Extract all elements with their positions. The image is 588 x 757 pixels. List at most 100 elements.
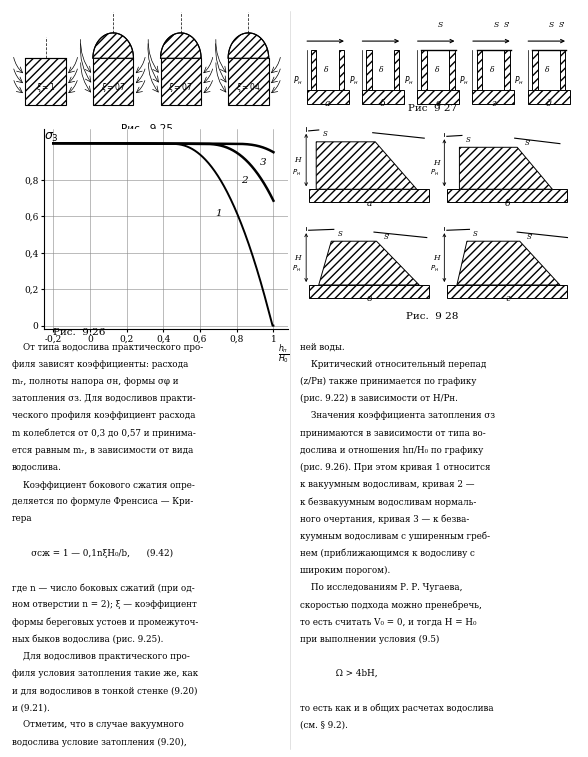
Bar — [306, 90, 349, 104]
Text: ного очертания, кривая 3 — к безва-: ного очертания, кривая 3 — к безва- — [300, 515, 469, 524]
Bar — [93, 58, 133, 104]
Text: Значения коэффициента затопления σз: Значения коэффициента затопления σз — [300, 411, 495, 420]
Text: Ω > 4bH,: Ω > 4bH, — [300, 669, 377, 678]
Text: δ: δ — [545, 66, 550, 74]
Text: (см. § 9.2).: (см. § 9.2). — [300, 721, 348, 730]
Text: mᵣ, полноты напора σн, формы σφ и: mᵣ, полноты напора σн, формы σφ и — [12, 377, 178, 386]
Bar — [362, 90, 404, 104]
Text: δ: δ — [490, 66, 495, 74]
Text: S: S — [338, 229, 342, 238]
Text: $P_н$: $P_н$ — [292, 263, 301, 274]
Text: S': S' — [527, 233, 534, 241]
Text: H: H — [295, 156, 301, 164]
Text: нем (приближающимся к водосливу с: нем (приближающимся к водосливу с — [300, 549, 475, 558]
Bar — [417, 90, 459, 104]
Text: (z/Pн) также принимается по графику: (z/Pн) также принимается по графику — [300, 377, 476, 386]
Text: $P_н$: $P_н$ — [292, 168, 301, 178]
Bar — [339, 50, 344, 90]
Bar — [309, 285, 429, 298]
Text: ном отверстии n = 2); ξ — коэффициент: ном отверстии n = 2); ξ — коэффициент — [12, 600, 196, 609]
Text: $\xi=07$: $\xi=07$ — [101, 80, 126, 94]
Text: филя зависят коэффициенты: расхода: филя зависят коэффициенты: расхода — [12, 360, 188, 369]
Text: ней воды.: ней воды. — [300, 343, 345, 352]
Text: д: д — [546, 99, 552, 108]
Bar — [477, 50, 482, 90]
Bar — [449, 50, 455, 90]
Text: m колеблется от 0,3 до 0,57 и принима-: m колеблется от 0,3 до 0,57 и принима- — [12, 428, 196, 438]
Text: дослива и отношения hп/H₀ по графику: дослива и отношения hп/H₀ по графику — [300, 446, 483, 455]
Text: S: S — [322, 130, 328, 139]
Bar — [527, 90, 570, 104]
Text: при выполнении условия (9.5): при выполнении условия (9.5) — [300, 634, 439, 643]
Text: (рис. 9.22) в зависимости от H/Pн.: (рис. 9.22) в зависимости от H/Pн. — [300, 394, 457, 403]
Text: то есть считать V₀ = 0, и тогда H = H₀: то есть считать V₀ = 0, и тогда H = H₀ — [300, 618, 476, 626]
Text: S: S — [473, 229, 478, 238]
Text: $\xi=1$: $\xi=1$ — [36, 80, 55, 94]
Text: и для водосливов в тонкой стенке (9.20): и для водосливов в тонкой стенке (9.20) — [12, 686, 197, 695]
Text: $\frac{h_п}{H_0}$: $\frac{h_п}{H_0}$ — [278, 342, 289, 366]
Text: ческого профиля коэффициент расхода: ческого профиля коэффициент расхода — [12, 411, 195, 420]
Text: а: а — [366, 198, 372, 207]
Bar — [25, 58, 66, 104]
Text: По исследованиям Р. Р. Чугаева,: По исследованиям Р. Р. Чугаева, — [300, 583, 462, 592]
Bar — [532, 50, 537, 90]
Text: Отметим, что в случае вакуумного: Отметим, что в случае вакуумного — [12, 721, 183, 730]
Bar — [560, 50, 565, 90]
Text: $P_н$: $P_н$ — [459, 74, 469, 86]
Text: H: H — [295, 254, 301, 262]
Text: От типа водослива практического про-: От типа водослива практического про- — [12, 343, 203, 352]
Text: скоростью подхода можно пренебречь,: скоростью подхода можно пренебречь, — [300, 600, 482, 609]
Text: Рис.  9.25: Рис. 9.25 — [121, 124, 173, 134]
Text: ется равным mᵣ, в зависимости от вида: ется равным mᵣ, в зависимости от вида — [12, 446, 193, 455]
Bar — [161, 58, 201, 104]
Text: $P_н$: $P_н$ — [349, 74, 359, 86]
Text: где n — число боковых сжатий (при од-: где n — число боковых сжатий (при од- — [12, 583, 195, 593]
Text: и (9.21).: и (9.21). — [12, 703, 49, 712]
Text: то есть как и в общих расчетах водослива: то есть как и в общих расчетах водослива — [300, 703, 493, 713]
Text: H: H — [433, 159, 439, 167]
Text: S: S — [438, 21, 443, 29]
Text: $P_н$: $P_н$ — [430, 263, 439, 274]
Text: Коэффициент бокового сжатия опре-: Коэффициент бокового сжатия опре- — [12, 480, 195, 490]
Polygon shape — [457, 241, 560, 285]
Text: δ: δ — [379, 66, 384, 74]
Text: Рис  9 27: Рис 9 27 — [407, 104, 457, 114]
Text: широким порогом).: широким порогом). — [300, 566, 390, 575]
Polygon shape — [316, 142, 417, 189]
Bar — [366, 50, 372, 90]
Text: г: г — [491, 99, 496, 108]
Text: принимаются в зависимости от типа во-: принимаются в зависимости от типа во- — [300, 428, 486, 438]
Text: к вакуумным водосливам, кривая 2 —: к вакуумным водосливам, кривая 2 — — [300, 480, 475, 489]
Text: куумным водосливам с уширенным греб-: куумным водосливам с уширенным греб- — [300, 531, 490, 541]
Text: водослива условие затопления (9.20),: водослива условие затопления (9.20), — [12, 737, 186, 746]
Text: 2: 2 — [241, 176, 248, 185]
Text: (рис. 9.26). При этом кривая 1 относится: (рис. 9.26). При этом кривая 1 относится — [300, 463, 490, 472]
Text: δ: δ — [324, 66, 329, 74]
Bar — [311, 50, 316, 90]
Text: Критический относительный перепад: Критический относительный перепад — [300, 360, 486, 369]
Text: S: S — [549, 21, 554, 29]
Text: $P_н$: $P_н$ — [430, 168, 439, 178]
Text: ных быков водослива (рис. 9.25).: ных быков водослива (рис. 9.25). — [12, 634, 163, 644]
Text: S': S' — [559, 21, 566, 29]
Text: а: а — [325, 99, 330, 108]
Text: гера: гера — [12, 515, 32, 523]
Bar — [309, 189, 429, 202]
Text: $P_н$: $P_н$ — [293, 74, 303, 86]
Bar — [228, 58, 269, 104]
Text: S': S' — [384, 233, 390, 241]
Text: г: г — [505, 294, 509, 304]
Text: 1: 1 — [216, 209, 222, 218]
Text: водослива.: водослива. — [12, 463, 62, 472]
Text: деляется по формуле Френсиса — Кри-: деляется по формуле Френсиса — Кри- — [12, 497, 193, 506]
Text: $\xi=04$: $\xi=04$ — [236, 80, 261, 94]
Text: б: б — [505, 198, 510, 207]
Polygon shape — [319, 241, 419, 285]
Text: δ: δ — [435, 66, 439, 74]
Text: $P_н$: $P_н$ — [514, 74, 524, 86]
Text: Рис.  9.26: Рис. 9.26 — [53, 328, 106, 337]
Text: в: в — [366, 294, 372, 304]
Bar — [447, 189, 567, 202]
Text: S: S — [493, 21, 499, 29]
Bar — [472, 90, 514, 104]
